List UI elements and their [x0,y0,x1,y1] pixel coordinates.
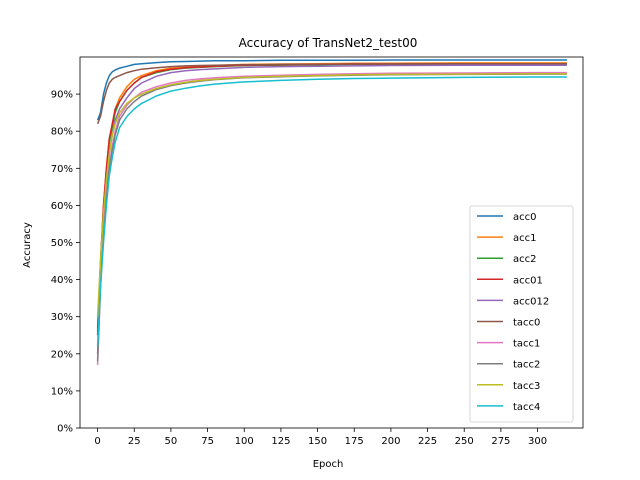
legend-label-tacc4: tacc4 [513,402,540,413]
series-line-acc0 [96,59,567,121]
legend-label-acc1: acc1 [513,233,537,244]
x-tick-label: 175 [345,436,364,447]
legend-label-acc012: acc012 [513,296,549,307]
plot-area [79,56,584,429]
x-tick-label: 200 [381,436,400,447]
x-tick-label: 25 [128,436,141,447]
x-tick-label: 75 [201,436,214,447]
y-tick-label: 0% [57,424,73,435]
series-line-tacc4 [96,76,567,347]
x-tick-label: 125 [271,436,290,447]
legend-label-tacc2: tacc2 [513,360,540,371]
y-tick-label: 80% [51,127,73,138]
y-axis-title: Accuracy [22,222,33,268]
y-axis: 0% 10% 20% 30% 40% 50% 60% 70% 80% 90% [51,90,80,435]
x-axis: 0 25 50 75 100 125 150 175 200 225 250 275 300 [94,428,547,447]
y-tick-label: 90% [51,90,73,101]
legend-label-acc01: acc01 [513,275,543,286]
x-tick-label: 250 [455,436,474,447]
x-tick-label: 150 [308,436,327,447]
series-line-tacc3 [96,72,567,317]
y-tick-label: 70% [51,164,73,175]
legend-label-tacc1: tacc1 [513,339,540,350]
x-tick-label: 225 [418,436,437,447]
x-tick-label: 0 [94,436,100,447]
series-line-tacc0 [96,62,567,125]
legend: acc0 acc1 acc2 acc01 acc012 tacc0 tacc1 tacc2 ta… [469,205,574,423]
x-tick-label: 50 [165,436,178,447]
y-tick-label: 40% [51,275,73,286]
y-tick-label: 10% [51,386,73,397]
x-tick-label: 300 [528,436,547,447]
legend-label-acc0: acc0 [513,212,537,223]
y-tick-label: 30% [51,312,73,323]
y-tick-label: 60% [51,201,73,212]
x-tick-label: 275 [491,436,510,447]
x-tick-label: 100 [235,436,254,447]
legend-label-tacc3: tacc3 [513,381,540,392]
legend-label-acc2: acc2 [513,254,537,265]
chart-title: Accuracy of TransNet2_test00 [239,36,418,50]
legend-box [469,205,574,423]
y-tick-label: 20% [51,349,73,360]
x-axis-title: Epoch [313,459,344,470]
y-tick-label: 50% [51,238,73,249]
legend-label-tacc0: tacc0 [513,318,540,329]
